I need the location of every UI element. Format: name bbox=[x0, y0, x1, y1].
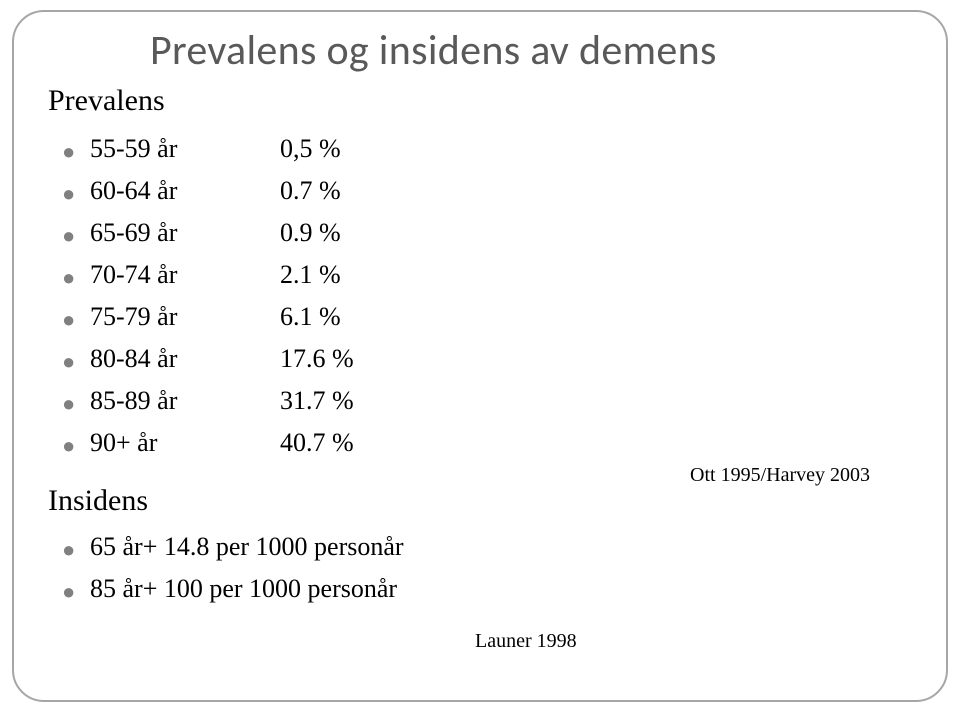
list-item: ● 70-74 år 2.1 % bbox=[62, 260, 354, 290]
citation-insidens: Launer 1998 bbox=[475, 630, 577, 653]
insidens-text: 85 år+ 100 per 1000 personår bbox=[90, 574, 397, 604]
value-label: 0.7 % bbox=[280, 176, 341, 206]
bullet-icon: ● bbox=[62, 581, 90, 603]
value-label: 0,5 % bbox=[280, 134, 341, 164]
bullet-icon: ● bbox=[62, 393, 90, 415]
value-label: 31.7 % bbox=[280, 386, 354, 416]
list-item: ● 60-64 år 0.7 % bbox=[62, 176, 354, 206]
bullet-icon: ● bbox=[62, 183, 90, 205]
list-item: ● 85 år+ 100 per 1000 personår bbox=[62, 574, 404, 604]
list-item: ● 80-84 år 17.6 % bbox=[62, 344, 354, 374]
list-item: ● 90+ år 40.7 % bbox=[62, 428, 354, 458]
age-label: 60-64 år bbox=[90, 176, 280, 206]
value-label: 2.1 % bbox=[280, 260, 341, 290]
value-label: 40.7 % bbox=[280, 428, 354, 458]
insidens-text: 65 år+ 14.8 per 1000 personår bbox=[90, 532, 404, 562]
bullet-icon: ● bbox=[62, 309, 90, 331]
age-label: 70-74 år bbox=[90, 260, 280, 290]
age-label: 80-84 år bbox=[90, 344, 280, 374]
bullet-icon: ● bbox=[62, 141, 90, 163]
heading-insidens: Insidens bbox=[48, 484, 148, 518]
value-label: 6.1 % bbox=[280, 302, 341, 332]
bullet-icon: ● bbox=[62, 435, 90, 457]
bullet-icon: ● bbox=[62, 539, 90, 561]
age-label: 85-89 år bbox=[90, 386, 280, 416]
list-item: ● 85-89 år 31.7 % bbox=[62, 386, 354, 416]
prevalens-list: ● 55-59 år 0,5 % ● 60-64 år 0.7 % ● 65-6… bbox=[62, 134, 354, 470]
bullet-icon: ● bbox=[62, 225, 90, 247]
bullet-icon: ● bbox=[62, 267, 90, 289]
list-item: ● 55-59 år 0,5 % bbox=[62, 134, 354, 164]
insidens-list: ● 65 år+ 14.8 per 1000 personår ● 85 år+… bbox=[62, 532, 404, 616]
age-label: 55-59 år bbox=[90, 134, 280, 164]
bullet-icon: ● bbox=[62, 351, 90, 373]
slide: Prevalens og insidens av demens Prevalen… bbox=[0, 0, 960, 714]
heading-prevalens: Prevalens bbox=[48, 84, 165, 118]
age-label: 65-69 år bbox=[90, 218, 280, 248]
age-label: 90+ år bbox=[90, 428, 280, 458]
age-label: 75-79 år bbox=[90, 302, 280, 332]
citation-prevalens: Ott 1995/Harvey 2003 bbox=[690, 464, 870, 487]
list-item: ● 65-69 år 0.9 % bbox=[62, 218, 354, 248]
list-item: ● 75-79 år 6.1 % bbox=[62, 302, 354, 332]
value-label: 17.6 % bbox=[280, 344, 354, 374]
list-item: ● 65 år+ 14.8 per 1000 personår bbox=[62, 532, 404, 562]
slide-title: Prevalens og insidens av demens bbox=[150, 25, 717, 76]
value-label: 0.9 % bbox=[280, 218, 341, 248]
